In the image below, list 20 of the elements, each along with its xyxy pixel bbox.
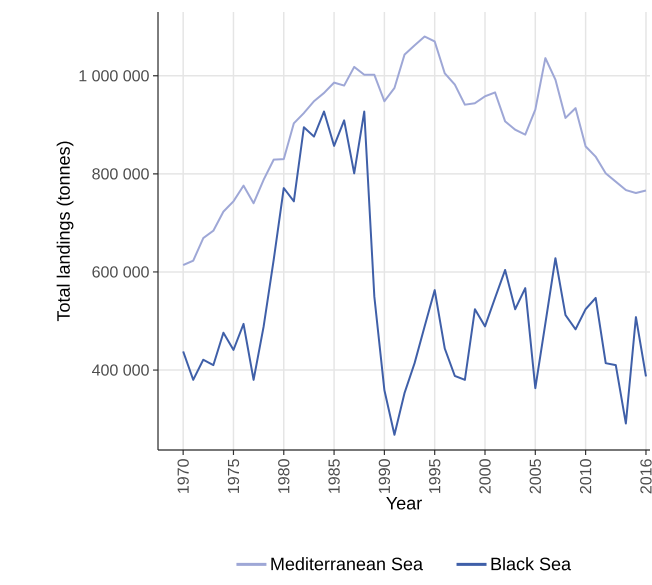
y-tick-label: 600 000	[92, 266, 149, 278]
line-series	[182, 110, 647, 436]
y-axis-title: Total landings (tonnes)	[56, 142, 74, 322]
x-tick-label: 1990	[378, 459, 390, 493]
x-tick-label: 2016	[640, 459, 652, 494]
x-tick-label: 2010	[580, 459, 592, 494]
line-series	[182, 36, 647, 266]
x-tick-label: 1985	[328, 459, 340, 493]
x-tick-label: 1995	[429, 459, 440, 493]
x-tick-label: 1975	[228, 459, 240, 493]
legend-label: Black Sea	[492, 557, 572, 570]
x-tick-label: 1970	[178, 459, 189, 493]
x-tick-label: 1980	[278, 459, 290, 493]
y-tick-label: 400 000	[92, 364, 149, 376]
x-tick-label: 2005	[530, 459, 541, 494]
x-axis-title: Year	[386, 496, 422, 510]
y-tick-label: 800 000	[92, 168, 149, 180]
legend-label: Mediterranean Sea	[271, 557, 423, 570]
y-tick-label: 1 000 000	[80, 70, 149, 82]
x-tick-label: 2000	[479, 459, 491, 494]
